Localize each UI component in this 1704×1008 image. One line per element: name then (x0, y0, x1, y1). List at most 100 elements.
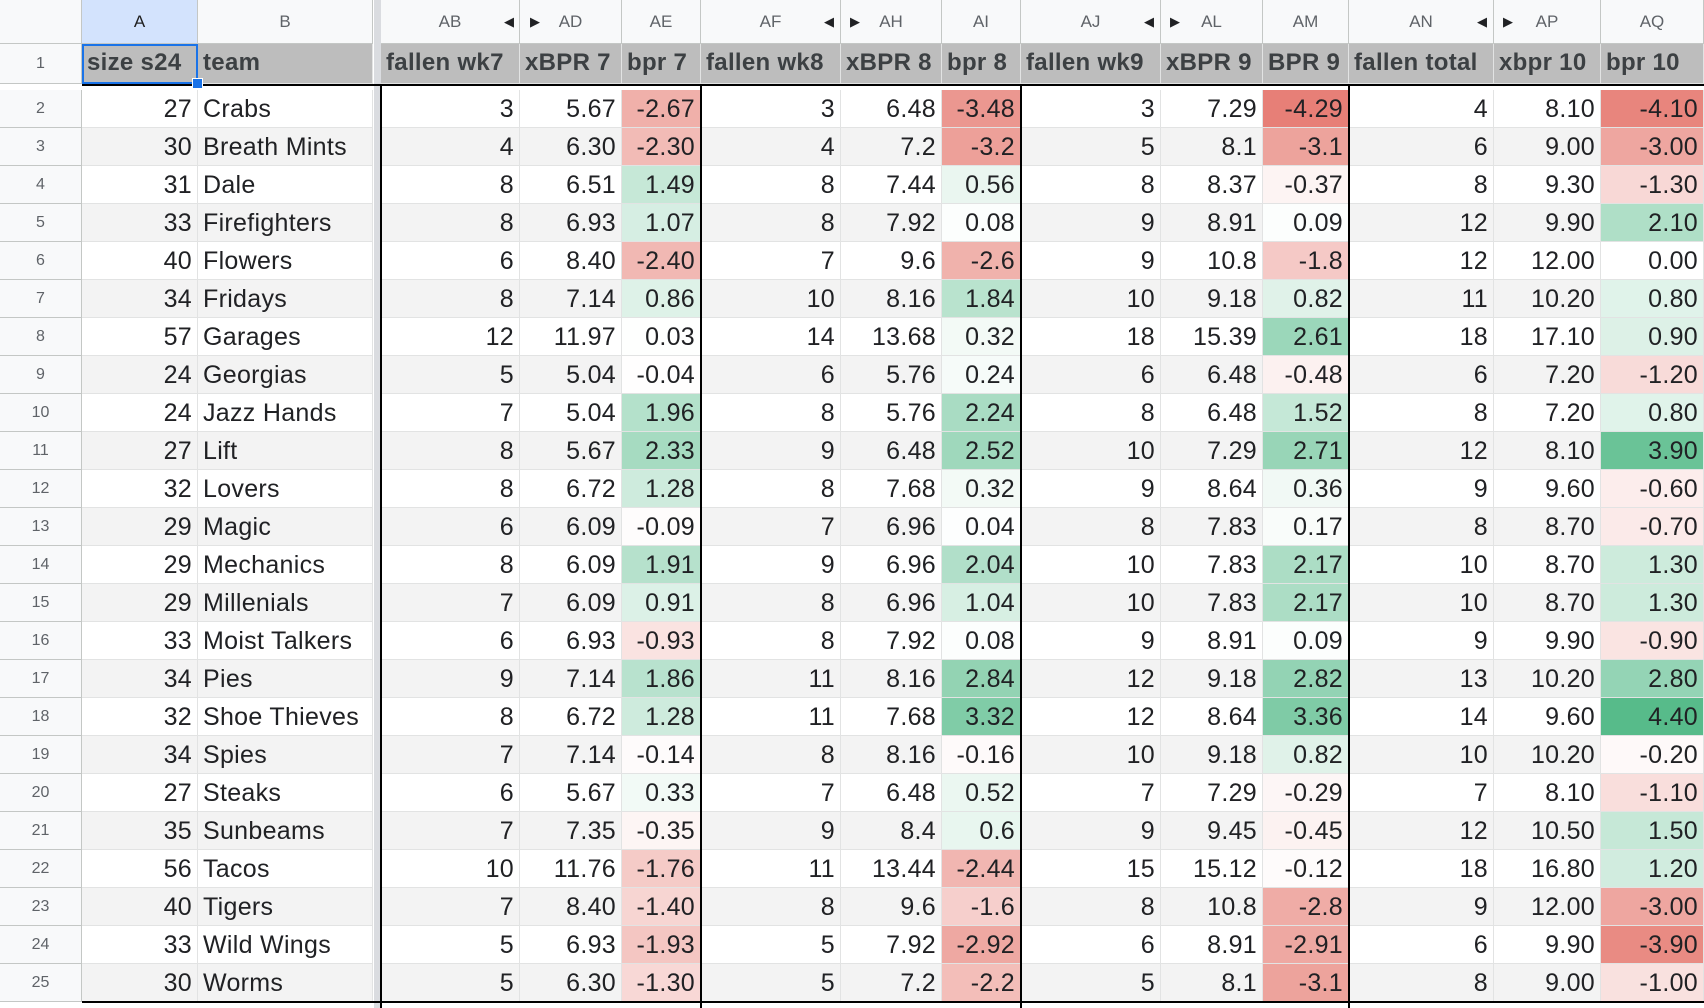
data-cell[interactable]: -1.30 (1601, 166, 1704, 204)
data-cell[interactable]: 3 (701, 90, 841, 128)
data-cell[interactable]: 1.28 (622, 698, 701, 736)
team-name-cell[interactable]: Tigers (198, 888, 373, 926)
data-cell[interactable]: 1.52 (1263, 394, 1349, 432)
team-name-cell[interactable]: Pies (198, 660, 373, 698)
data-cell[interactable]: 5.67 (520, 432, 622, 470)
data-cell[interactable]: 6 (1349, 128, 1494, 166)
data-cell[interactable]: 0.36 (1263, 470, 1349, 508)
data-cell[interactable]: 3.90 (1601, 432, 1704, 470)
data-cell[interactable]: 4 (381, 128, 520, 166)
data-cell[interactable]: 0.86 (622, 280, 701, 318)
data-cell[interactable]: 8 (381, 546, 520, 584)
data-cell[interactable]: -3.00 (1601, 888, 1704, 926)
data-cell[interactable]: 6.48 (1161, 394, 1263, 432)
data-cell[interactable]: 12 (1021, 698, 1161, 736)
data-cell[interactable]: 11 (701, 698, 841, 736)
data-cell[interactable]: 40 (82, 888, 198, 926)
data-cell[interactable]: 14 (701, 318, 841, 356)
data-cell[interactable]: 6 (381, 622, 520, 660)
team-name-cell[interactable]: Breath Mints (198, 128, 373, 166)
row-header[interactable]: 3 (0, 128, 82, 166)
data-cell[interactable]: 9 (1021, 812, 1161, 850)
data-cell[interactable]: -2.91 (1263, 926, 1349, 964)
data-cell[interactable]: 6 (1349, 926, 1494, 964)
data-cell[interactable]: 9 (1349, 888, 1494, 926)
team-name-cell[interactable]: Flowers (198, 242, 373, 280)
data-cell[interactable]: 33 (82, 204, 198, 242)
data-cell[interactable]: 10 (1021, 736, 1161, 774)
data-cell[interactable]: 9.6 (841, 242, 942, 280)
data-cell[interactable]: 34 (82, 280, 198, 318)
data-cell[interactable]: 5 (1021, 964, 1161, 1002)
column-header-a[interactable]: A (82, 0, 198, 44)
row-header[interactable]: 6 (0, 242, 82, 280)
data-cell[interactable]: -1.20 (1601, 356, 1704, 394)
data-cell[interactable]: 6.48 (841, 432, 942, 470)
data-cell[interactable]: 7 (381, 736, 520, 774)
data-cell[interactable]: -0.90 (1601, 622, 1704, 660)
data-cell[interactable]: 10 (1021, 584, 1161, 622)
data-cell[interactable]: 7.29 (1161, 432, 1263, 470)
data-cell[interactable]: 0.80 (1601, 280, 1704, 318)
team-name-cell[interactable]: Magic (198, 508, 373, 546)
data-cell[interactable]: -0.16 (942, 736, 1021, 774)
data-cell[interactable]: 6.96 (841, 546, 942, 584)
data-cell[interactable]: 8 (701, 204, 841, 242)
data-cell[interactable]: 8 (1021, 508, 1161, 546)
data-cell[interactable]: -2.6 (942, 242, 1021, 280)
row-header[interactable]: 9 (0, 356, 82, 394)
data-cell[interactable]: 13.68 (841, 318, 942, 356)
column-title-cell[interactable]: team (198, 44, 373, 84)
team-name-cell[interactable]: Spies (198, 736, 373, 774)
data-cell[interactable]: 0.17 (1263, 508, 1349, 546)
data-cell[interactable]: 8.64 (1161, 470, 1263, 508)
data-cell[interactable]: 6 (701, 356, 841, 394)
data-cell[interactable]: 9 (1021, 470, 1161, 508)
data-cell[interactable]: 10.50 (1494, 812, 1601, 850)
data-cell[interactable]: 11 (1349, 280, 1494, 318)
data-cell[interactable]: 24 (82, 394, 198, 432)
data-cell[interactable]: 29 (82, 546, 198, 584)
data-cell[interactable]: 2.61 (1263, 318, 1349, 356)
data-cell[interactable]: 7 (701, 774, 841, 812)
data-cell[interactable]: 1.04 (942, 584, 1021, 622)
data-cell[interactable]: 6.93 (520, 204, 622, 242)
data-cell[interactable]: 7.68 (841, 470, 942, 508)
data-cell[interactable]: -0.70 (1601, 508, 1704, 546)
data-cell[interactable]: 8.16 (841, 280, 942, 318)
data-cell[interactable]: -2.2 (942, 964, 1021, 1002)
data-cell[interactable]: 10.8 (1161, 242, 1263, 280)
data-cell[interactable]: 7 (1021, 774, 1161, 812)
data-cell[interactable]: 8 (1349, 166, 1494, 204)
data-cell[interactable]: 11.97 (520, 318, 622, 356)
column-header-aj[interactable]: AJ (1021, 0, 1161, 44)
row-header[interactable]: 11 (0, 432, 82, 470)
data-cell[interactable]: 8 (701, 584, 841, 622)
column-header-ab[interactable]: AB (381, 0, 520, 44)
data-cell[interactable]: 7.14 (520, 660, 622, 698)
data-cell[interactable]: 2.80 (1601, 660, 1704, 698)
data-cell[interactable]: 5.67 (520, 774, 622, 812)
hidden-columns-right-arrow[interactable]: ▶ (1170, 14, 1180, 29)
data-cell[interactable]: 0.6 (942, 812, 1021, 850)
row-header[interactable]: 16 (0, 622, 82, 660)
data-cell[interactable]: 6.48 (841, 90, 942, 128)
data-cell[interactable]: 8.1 (1161, 128, 1263, 166)
data-cell[interactable]: -3.48 (942, 90, 1021, 128)
data-cell[interactable]: 1.28 (622, 470, 701, 508)
data-cell[interactable]: 9 (1021, 622, 1161, 660)
data-cell[interactable]: 9 (1021, 242, 1161, 280)
row-header[interactable]: 22 (0, 850, 82, 888)
data-cell[interactable]: 8.91 (1161, 622, 1263, 660)
data-cell[interactable]: 7.20 (1494, 356, 1601, 394)
data-cell[interactable]: 6.72 (520, 470, 622, 508)
data-cell[interactable]: 9.00 (1494, 964, 1601, 1002)
data-cell[interactable]: 8.91 (1161, 204, 1263, 242)
column-header-ap[interactable]: AP (1494, 0, 1601, 44)
column-title-cell[interactable]: BPR 9 (1263, 44, 1349, 84)
data-cell[interactable]: 10.20 (1494, 660, 1601, 698)
data-cell[interactable]: 8.40 (520, 888, 622, 926)
data-cell[interactable]: 8.16 (841, 736, 942, 774)
column-header-am[interactable]: AM (1263, 0, 1349, 44)
data-cell[interactable]: 9.6 (841, 888, 942, 926)
